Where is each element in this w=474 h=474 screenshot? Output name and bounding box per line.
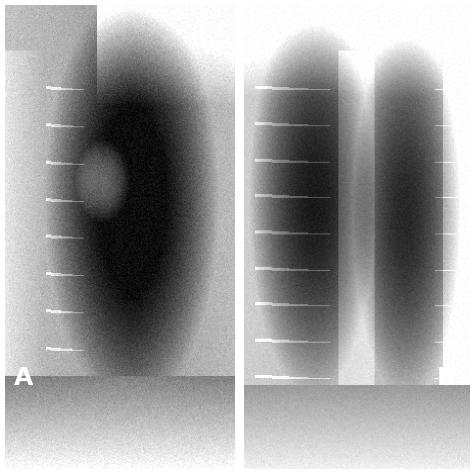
Text: B: B — [437, 366, 456, 390]
Text: A: A — [14, 366, 33, 390]
